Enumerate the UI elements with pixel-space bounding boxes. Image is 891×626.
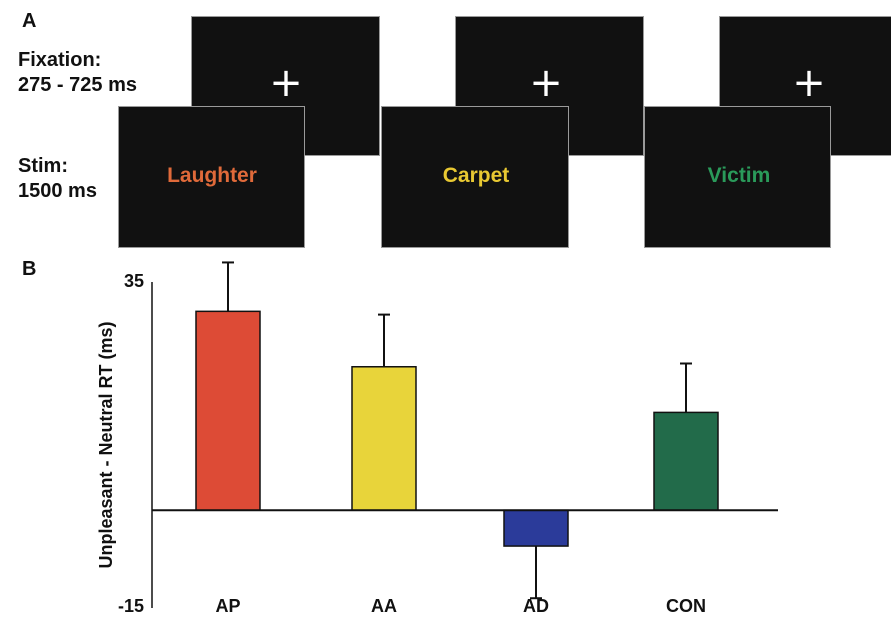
fixation-label-line2: 275 - 725 ms bbox=[18, 74, 137, 96]
stimulus-word-2: Carpet bbox=[442, 164, 510, 187]
stim-label-line1: Stim: bbox=[18, 155, 68, 177]
bar-ad bbox=[503, 509, 569, 547]
panel-a-letter: A bbox=[22, 10, 37, 32]
fixation-cross-icon: + bbox=[269, 60, 303, 106]
stimulus-word-3: Victim bbox=[707, 164, 771, 187]
fixation-cross-icon: + bbox=[792, 60, 826, 106]
panel-b-letter: B bbox=[22, 258, 37, 280]
stim-label: Stim: 1500 ms bbox=[18, 154, 97, 204]
bar-ap bbox=[195, 310, 261, 511]
stimulus-word-1: Laughter bbox=[167, 164, 257, 187]
y-tick-label-top: 35 bbox=[124, 271, 144, 291]
fixation-cross-icon: + bbox=[529, 60, 563, 106]
bar-aa bbox=[351, 366, 417, 511]
x-tick-label-con: CON bbox=[666, 596, 706, 616]
x-tick-label-ap: AP bbox=[215, 596, 240, 616]
stim-label-line2: 1500 ms bbox=[18, 180, 97, 202]
fixation-label-line1: Fixation: bbox=[18, 49, 102, 71]
fixation-label: Fixation: 275 - 725 ms bbox=[18, 48, 137, 98]
bar-con bbox=[653, 411, 719, 511]
x-tick-label-ad: AD bbox=[523, 596, 549, 616]
stimulus-screen-3: Victim bbox=[644, 106, 831, 248]
y-axis-label: Unpleasant - Neutral RT (ms) bbox=[96, 321, 116, 568]
stimulus-screen-1: Laughter bbox=[118, 106, 305, 248]
x-tick-label-aa: AA bbox=[371, 596, 397, 616]
y-tick-label-bottom: -15 bbox=[118, 596, 144, 616]
stimulus-screen-2: Carpet bbox=[381, 106, 569, 248]
